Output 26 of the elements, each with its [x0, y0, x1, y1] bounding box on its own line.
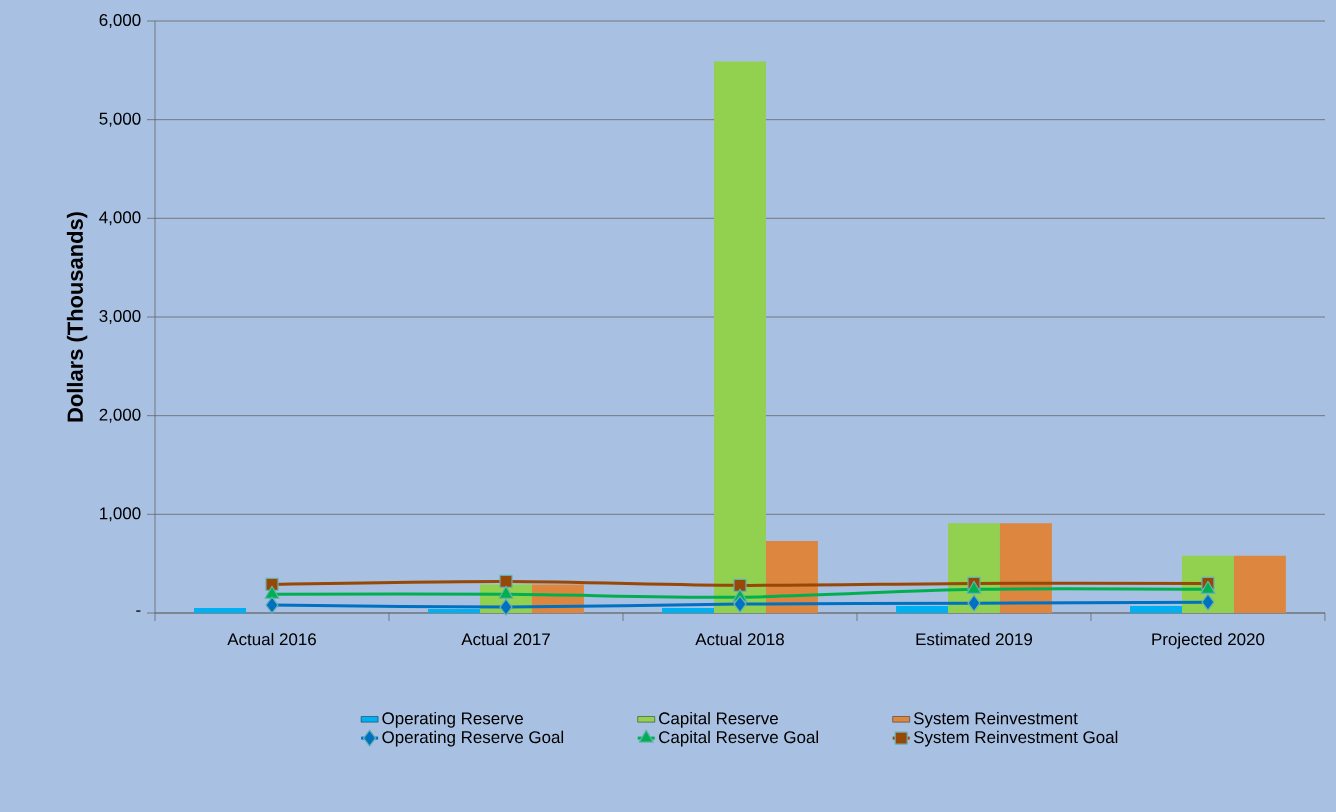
legend-label: Operating Reserve Goal [382, 730, 564, 747]
y-axis-title: Dollars (Thousands) [66, 212, 88, 422]
bar [1233, 555, 1286, 613]
y-tick-label: 3,000 [99, 309, 141, 324]
bar [194, 608, 247, 613]
y-tick-label: - [136, 610, 141, 612]
x-tick-label: Projected 2020 [1152, 632, 1265, 649]
legend-label: System Reinvestment [913, 711, 1078, 728]
x-tick-label: Actual 2017 [461, 632, 550, 646]
y-tick-label: 2,000 [99, 408, 141, 423]
x-tick-label: Estimated 2019 [916, 632, 1032, 646]
legend-label: Operating Reserve [382, 711, 523, 728]
bar [1130, 606, 1182, 613]
legend-label: Capital Reserve Goal [659, 730, 819, 747]
y-tick-label: 1,000 [100, 507, 141, 522]
x-tick-label: Actual 2016 [227, 632, 316, 646]
legend-label: System Reinvestment Goal [913, 730, 1118, 747]
bar [662, 608, 715, 613]
y-tick-label: 5,000 [99, 112, 141, 127]
y-tick-label: 6,000 [99, 13, 141, 28]
bar [428, 609, 481, 613]
bar [714, 61, 766, 613]
legend-label: Capital Reserve [659, 711, 778, 728]
y-tick-label: 4,000 [99, 211, 141, 226]
x-tick-label: Actual 2018 [695, 632, 784, 646]
bar [896, 606, 948, 613]
